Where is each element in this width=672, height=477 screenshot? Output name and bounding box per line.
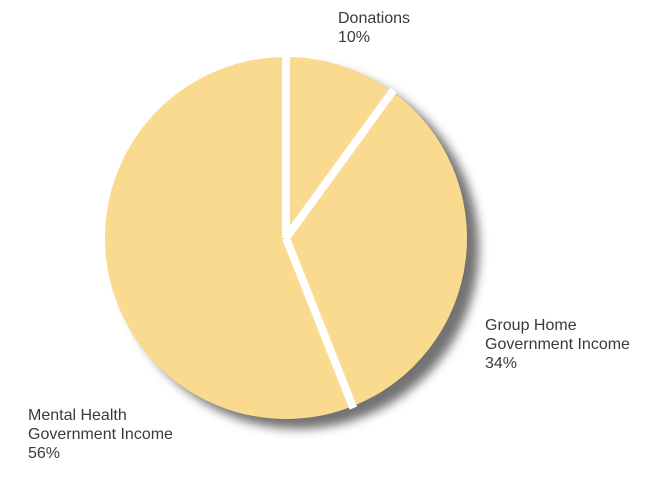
slice-label-mental-health: Mental Health Government Income 56% <box>28 406 173 463</box>
slice-label-group-home-value: 34% <box>485 355 518 372</box>
slice-label-mental-health-value: 56% <box>28 445 61 462</box>
slice-label-group-home-name-line1: Group Home <box>485 317 577 334</box>
pie-slice-group-home-government-income <box>286 91 468 407</box>
slice-separators <box>282 55 397 410</box>
pie-slice-mental-health-government-income <box>105 57 353 419</box>
slice-label-donations-name: Donations <box>338 10 411 27</box>
slice-label-mental-health-name-line2: Government Income <box>28 426 173 443</box>
slice-label-donations-value: 10% <box>338 29 371 46</box>
pie-slices <box>105 57 468 419</box>
slice-separator-2 <box>282 87 397 241</box>
pie-slice-donations <box>286 57 393 238</box>
slice-label-group-home: Group Home Government Income 34% <box>485 316 630 373</box>
slice-label-mental-health-name-line1: Mental Health <box>28 407 127 424</box>
slice-separator-3 <box>282 236 358 410</box>
slice-label-donations: Donations 10% <box>338 9 410 47</box>
slice-label-group-home-name-line2: Government Income <box>485 336 630 353</box>
